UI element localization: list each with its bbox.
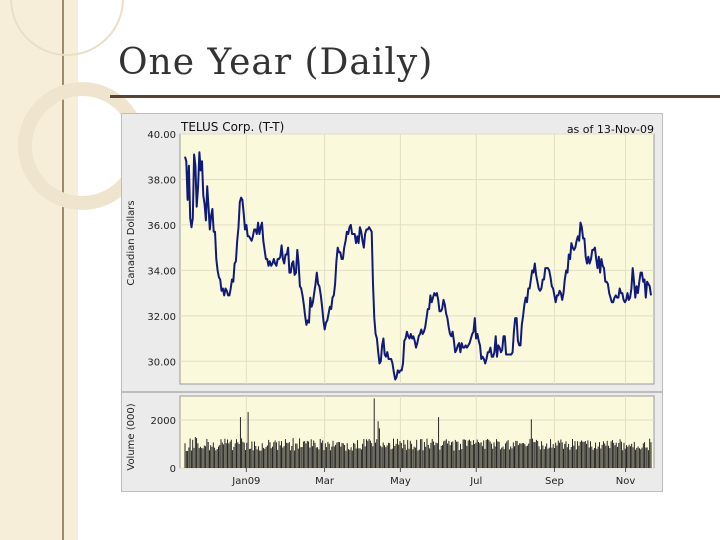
volume-bars	[184, 398, 652, 468]
x-tick-label-3: Jul	[469, 476, 482, 487]
price-y-tick-label-4: 32.00	[147, 312, 176, 323]
price-y-ticks: 40.00 38.00 36.00 34.00 32.00 30.00	[147, 130, 176, 368]
x-tick-label-5: Nov	[616, 476, 636, 487]
slide-title: One Year (Daily)	[118, 42, 434, 83]
x-tick-label-0: Jan09	[231, 476, 260, 487]
decorative-vertical-rule	[62, 0, 64, 540]
price-gridlines	[180, 133, 654, 384]
x-tick-label-2: May	[390, 476, 411, 487]
title-underline	[110, 95, 720, 98]
volume-y-tick-label-1: 0	[170, 464, 176, 475]
price-y-tick-label-0: 40.00	[147, 130, 176, 141]
x-tick-label-4: Sep	[545, 476, 564, 487]
price-y-axis-label: Canadian Dollars	[126, 200, 137, 285]
price-y-tick-label-1: 38.00	[147, 175, 176, 186]
price-y-tick-label-2: 36.00	[147, 221, 176, 232]
volume-y-tick-label-0: 2000	[151, 416, 176, 427]
volume-y-ticks: 2000 0	[151, 416, 176, 475]
price-series-line	[184, 151, 652, 381]
price-y-tick-label-3: 34.00	[147, 266, 176, 277]
chart-as-of-date: as of 13-Nov-09	[567, 123, 654, 136]
chart-title: TELUS Corp. (T-T)	[180, 120, 284, 134]
price-y-tick-label-5: 30.00	[147, 357, 176, 368]
x-axis-ticks: Jan09 Mar May Jul Sep Nov	[231, 468, 635, 487]
x-tick-label-1: Mar	[315, 476, 335, 487]
volume-y-axis-label: Volume (000)	[126, 403, 137, 470]
